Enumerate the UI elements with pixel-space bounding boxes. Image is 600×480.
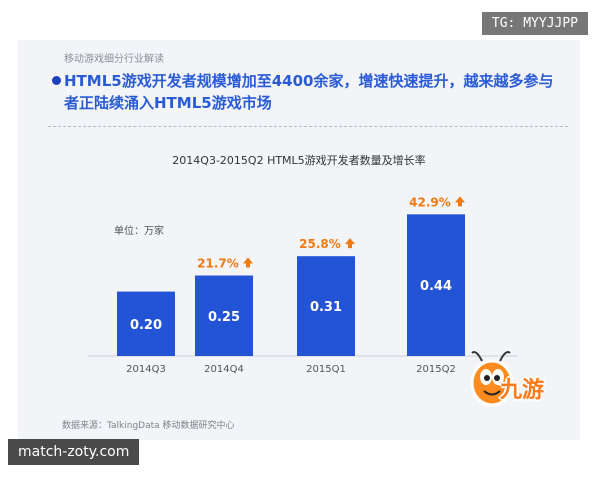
logo-text: 九游 — [500, 378, 545, 403]
growth-rate-label: 25.8% — [299, 237, 341, 251]
x-tick-label: 2015Q1 — [306, 364, 346, 375]
bullet-dot-icon — [52, 76, 61, 85]
bar — [117, 291, 175, 356]
chart-title: 2014Q3-2015Q2 HTML5游戏开发者数量及增长率 — [172, 154, 426, 167]
bar-value-label: 0.25 — [208, 310, 240, 325]
growth-rate-label: 21.7% — [197, 257, 239, 271]
up-arrow-icon — [455, 196, 465, 207]
site-watermark: match-zoty.com — [8, 439, 140, 465]
x-tick-label: 2014Q3 — [126, 364, 166, 375]
up-arrow-icon — [345, 238, 355, 249]
growth-rate-label: 42.9% — [409, 195, 451, 209]
bar — [195, 275, 253, 356]
mascot-logo-icon — [470, 351, 514, 407]
bar-value-label: 0.20 — [130, 318, 162, 333]
headline-text: HTML5游戏开发者规模增加至4400余家，增速快速提升，越来越多参与者正陆续涌… — [64, 72, 554, 112]
report-slide: 移动游戏细分行业解读 HTML5游戏开发者规模增加至4400余家，增速快速提升，… — [18, 40, 580, 440]
bar-chart: 0.20 2014Q3 0.25 2014Q4 21.7% 0.31 2015Q1 25.8%… — [88, 195, 518, 375]
chart-unit-label: 单位：万家 — [114, 226, 164, 237]
dashed-divider — [48, 126, 568, 127]
bar-value-label: 0.44 — [420, 279, 452, 294]
x-tick-label: 2015Q2 — [416, 364, 456, 375]
bar — [297, 256, 355, 356]
slide-kicker: 移动游戏细分行业解读 — [64, 54, 164, 65]
slide-headline: HTML5游戏开发者规模增加至4400余家，增速快速提升，越来越多参与者正陆续涌… — [48, 70, 568, 114]
x-tick-label: 2014Q4 — [204, 364, 244, 375]
bar — [407, 214, 465, 356]
top-watermark: TG: MYYJJPP — [481, 12, 588, 35]
data-source: 数据来源：TalkingData 移动数据研究中心 — [62, 421, 235, 431]
bar-value-label: 0.31 — [310, 300, 342, 315]
up-arrow-icon — [243, 257, 253, 268]
